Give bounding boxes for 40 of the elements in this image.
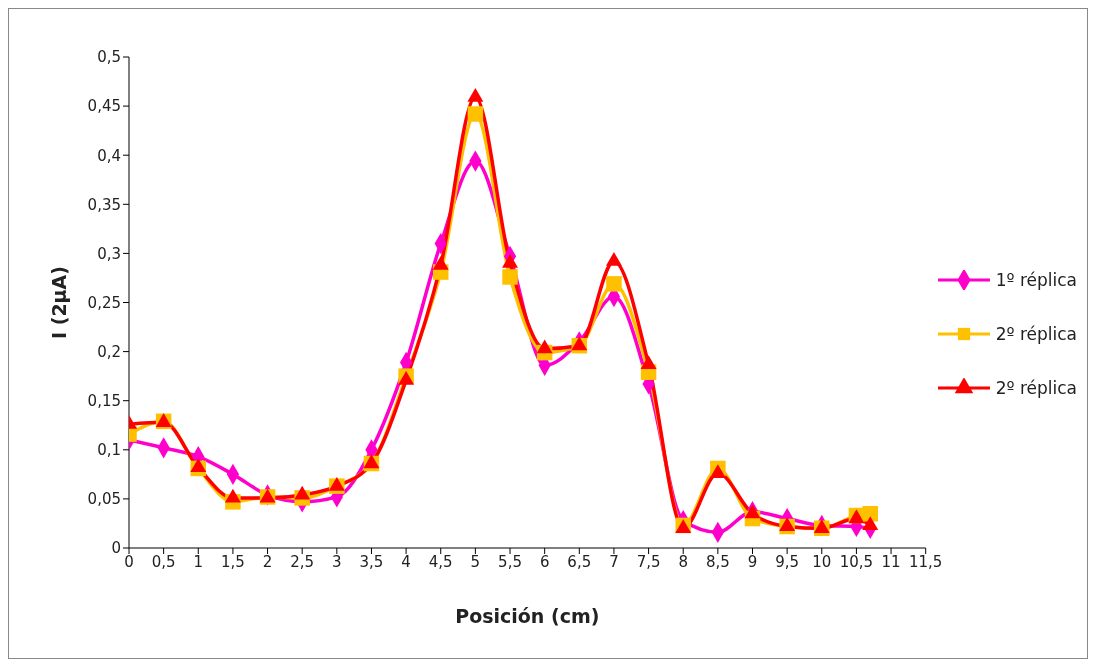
x-tick-label: 11 bbox=[881, 552, 901, 571]
x-tick-label: 4 bbox=[401, 552, 411, 571]
x-tick-label: 5 bbox=[470, 552, 481, 571]
x-tick-label: 5,5 bbox=[498, 552, 522, 571]
x-tick-label: 0 bbox=[124, 552, 134, 571]
x-tick-label: 2,5 bbox=[290, 552, 315, 571]
x-axis-title: Posición (cm) bbox=[455, 605, 600, 627]
x-tick-label: 8,5 bbox=[705, 552, 730, 571]
y-tick-label: 0,3 bbox=[97, 244, 121, 263]
legend-label: 2º réplica bbox=[995, 323, 1077, 344]
x-tick-label: 3 bbox=[332, 552, 342, 571]
legend-label: 1º réplica bbox=[995, 269, 1077, 290]
x-tick-label: 9 bbox=[747, 552, 758, 571]
x-tick-label: 3,5 bbox=[359, 552, 384, 571]
x-tick-label: 1,5 bbox=[220, 552, 245, 571]
x-tick-label: 6 bbox=[539, 552, 550, 571]
x-tick-label: 7,5 bbox=[636, 552, 661, 571]
y-tick-label: 0 bbox=[111, 539, 121, 558]
x-tick-label: 8 bbox=[678, 552, 688, 571]
y-tick-label: 0,15 bbox=[87, 392, 121, 411]
y-tick-label: 0,2 bbox=[97, 342, 121, 361]
x-tick-label: 0,5 bbox=[151, 552, 176, 571]
x-tick-label: 4,5 bbox=[428, 552, 453, 571]
y-tick-label: 0,5 bbox=[97, 48, 121, 67]
x-tick-label: 9,5 bbox=[775, 552, 800, 571]
x-tick-label: 10,5 bbox=[839, 552, 874, 571]
x-tick-label: 1 bbox=[193, 552, 204, 571]
y-tick-label: 0,25 bbox=[87, 293, 121, 312]
y-tick-label: 0,45 bbox=[87, 97, 121, 116]
legend-label: 2º réplica bbox=[995, 377, 1077, 398]
y-tick-label: 0,35 bbox=[87, 195, 121, 214]
x-tick-label: 10 bbox=[812, 552, 832, 571]
y-tick-label: 0,1 bbox=[97, 441, 121, 460]
x-tick-label: 7 bbox=[609, 552, 619, 571]
x-tick-label: 11,5 bbox=[908, 552, 943, 571]
y-axis-title: I (2μA) bbox=[47, 266, 70, 339]
y-tick-label: 0,4 bbox=[97, 146, 121, 165]
y-tick-label: 0,05 bbox=[87, 490, 121, 509]
x-tick-label: 6,5 bbox=[567, 552, 592, 571]
x-tick-label: 2 bbox=[262, 552, 273, 571]
